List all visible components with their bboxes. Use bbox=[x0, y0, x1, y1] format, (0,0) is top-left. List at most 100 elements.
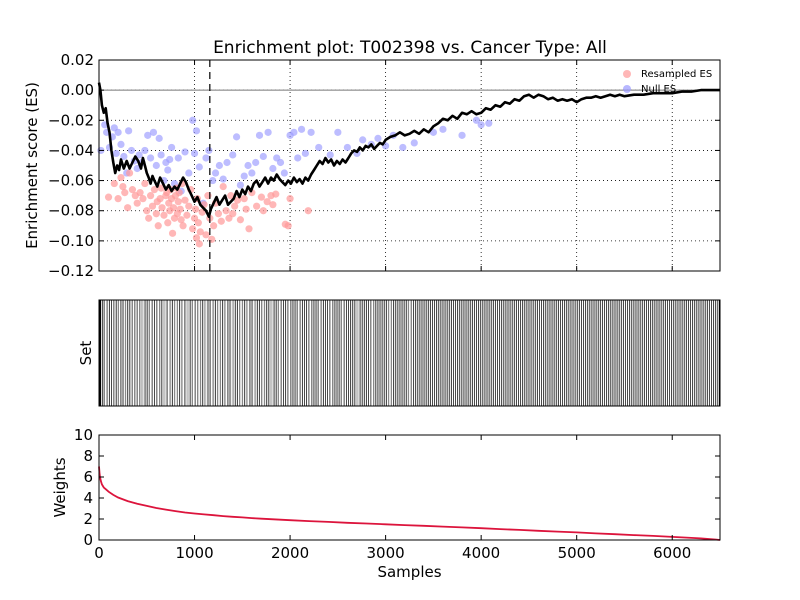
set-gap bbox=[115, 300, 117, 406]
set-gap bbox=[346, 300, 349, 406]
set-gap bbox=[246, 300, 248, 406]
set-gap bbox=[318, 300, 321, 406]
null-es-point bbox=[276, 158, 285, 167]
set-gap bbox=[163, 300, 165, 406]
set-gap bbox=[641, 300, 643, 406]
es-legend: Resampled ES Null ES bbox=[623, 69, 712, 95]
set-gap bbox=[399, 300, 401, 406]
set-gap bbox=[421, 300, 423, 406]
set-gap bbox=[457, 300, 459, 406]
set-gap bbox=[261, 300, 263, 406]
set-gap bbox=[320, 300, 322, 406]
set-gap bbox=[259, 300, 262, 406]
resampled-es-point bbox=[179, 222, 187, 230]
legend-marker-null bbox=[623, 85, 631, 93]
set-gap bbox=[391, 300, 394, 406]
set-gap bbox=[553, 300, 555, 406]
set-gap bbox=[411, 300, 414, 406]
set-gap bbox=[627, 300, 629, 406]
set-gap bbox=[239, 300, 241, 406]
set-gap bbox=[330, 300, 333, 406]
set-gap bbox=[482, 300, 484, 406]
resampled-es-point bbox=[141, 179, 149, 188]
set-gap bbox=[241, 300, 243, 406]
set-gap bbox=[501, 300, 503, 406]
set-gap bbox=[385, 300, 387, 406]
set-gap bbox=[332, 300, 334, 406]
set-gap bbox=[408, 300, 410, 406]
resampled-es-point bbox=[174, 198, 182, 206]
resampled-es-point bbox=[183, 211, 191, 219]
set-gap bbox=[711, 300, 714, 406]
set-gap bbox=[438, 300, 440, 406]
set-gap bbox=[524, 300, 526, 406]
set-gap bbox=[494, 300, 496, 406]
set-gap bbox=[244, 300, 246, 406]
set-gap bbox=[204, 300, 206, 406]
set-gap bbox=[465, 300, 467, 406]
null-es-point bbox=[315, 143, 323, 152]
null-es-point bbox=[125, 127, 133, 135]
set-gap bbox=[643, 300, 645, 406]
set-gap bbox=[593, 300, 595, 406]
set-gap bbox=[212, 300, 214, 406]
set-gap bbox=[327, 300, 329, 406]
null-es-point bbox=[485, 119, 493, 127]
set-gap bbox=[139, 300, 141, 406]
set-gap bbox=[200, 300, 202, 406]
weights-axes-frame bbox=[98, 434, 721, 541]
null-es-point bbox=[185, 169, 193, 177]
set-gap bbox=[304, 300, 307, 406]
set-gap bbox=[635, 300, 637, 406]
set-gap bbox=[186, 300, 188, 406]
null-es-point bbox=[472, 116, 480, 124]
null-es-point bbox=[229, 151, 237, 159]
set-gap bbox=[247, 300, 249, 406]
set-gap bbox=[450, 300, 452, 406]
weights-y-tick-label: 6 bbox=[83, 468, 93, 486]
null-es-point bbox=[166, 155, 174, 164]
null-es-point bbox=[149, 128, 158, 136]
resampled-es-point bbox=[284, 222, 292, 230]
resampled-es-point bbox=[231, 202, 239, 210]
set-gap bbox=[368, 300, 371, 406]
set-gap bbox=[505, 300, 507, 406]
set-gap bbox=[652, 300, 654, 406]
set-gap bbox=[164, 300, 166, 406]
set-gap bbox=[616, 300, 618, 406]
set-gap bbox=[679, 300, 681, 406]
set-gap bbox=[558, 300, 561, 406]
set-gap bbox=[667, 300, 670, 406]
resampled-es-point bbox=[160, 211, 168, 219]
null-es-point bbox=[195, 163, 203, 171]
set-gap bbox=[144, 300, 146, 406]
set-gap bbox=[187, 300, 189, 406]
set-gap bbox=[601, 300, 603, 406]
set-gap bbox=[157, 300, 160, 406]
set-gap bbox=[277, 300, 279, 406]
set-gap bbox=[526, 300, 528, 406]
set-gap bbox=[311, 300, 313, 406]
set-gap bbox=[229, 300, 231, 406]
es-y-tick-label: −0.06 bbox=[48, 172, 94, 190]
set-gap bbox=[301, 300, 303, 406]
null-es-point bbox=[294, 154, 302, 162]
set-gap bbox=[545, 300, 547, 406]
set-gap bbox=[495, 300, 498, 406]
set-gap bbox=[344, 300, 347, 406]
set-gap bbox=[199, 300, 201, 406]
set-gap bbox=[118, 300, 121, 406]
set-gap bbox=[294, 300, 296, 406]
set-gap bbox=[281, 300, 284, 406]
resampled-es-point bbox=[133, 199, 141, 207]
set-gap bbox=[473, 300, 475, 406]
resampled-es-point bbox=[227, 192, 235, 200]
set-gap bbox=[134, 300, 136, 406]
set-gap bbox=[343, 300, 345, 406]
null-es-point bbox=[301, 149, 309, 158]
resampled-es-point bbox=[272, 190, 280, 198]
set-gap bbox=[397, 300, 399, 406]
set-gap bbox=[507, 300, 509, 406]
x-tick-label: 0 bbox=[94, 544, 104, 562]
set-gap bbox=[484, 300, 486, 406]
